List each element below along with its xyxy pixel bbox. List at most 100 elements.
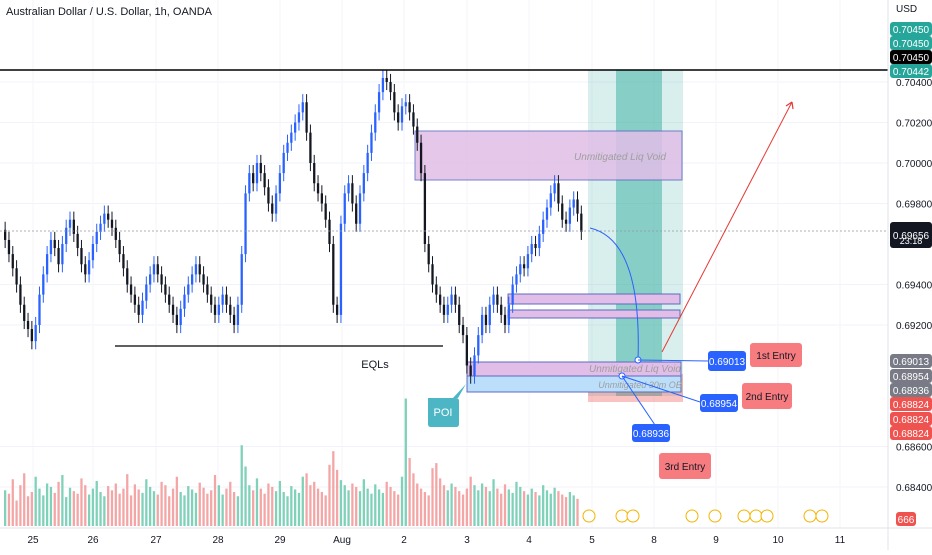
volume-bar bbox=[133, 484, 137, 526]
profit-zone-inner bbox=[616, 70, 662, 396]
volume-bar bbox=[534, 492, 537, 526]
event-icon bbox=[815, 509, 829, 523]
candle-body bbox=[549, 193, 552, 208]
candle-body bbox=[194, 264, 198, 275]
candle-body bbox=[568, 207, 572, 224]
volume-bar bbox=[347, 490, 350, 526]
x-tick-label: 4 bbox=[526, 535, 532, 546]
candle-body bbox=[377, 92, 381, 113]
candle-body bbox=[171, 304, 175, 315]
event-icon bbox=[803, 509, 817, 523]
volume-bar bbox=[217, 485, 220, 526]
volume-bar bbox=[339, 480, 343, 526]
candle-body bbox=[294, 122, 297, 133]
candle-body bbox=[175, 314, 178, 325]
volume-bar bbox=[23, 473, 26, 526]
volume-bar bbox=[484, 486, 488, 526]
price-label-top-bg bbox=[890, 22, 932, 36]
volume-bar bbox=[488, 491, 491, 526]
volume-bar bbox=[332, 451, 335, 526]
volume-bar bbox=[370, 493, 373, 526]
candle-body bbox=[347, 183, 350, 194]
volume-bar bbox=[57, 481, 60, 526]
candle-body bbox=[149, 274, 152, 285]
volume-bar bbox=[87, 494, 91, 526]
liq-void-box-top bbox=[414, 130, 683, 181]
candle-body bbox=[301, 102, 304, 113]
candle-body bbox=[416, 126, 419, 143]
candle-body bbox=[576, 199, 579, 214]
volume-bar bbox=[358, 491, 362, 526]
volume-bar bbox=[95, 480, 98, 526]
candle-body bbox=[4, 229, 7, 240]
volume-bar bbox=[149, 486, 152, 526]
candle-body bbox=[248, 173, 251, 194]
countdown-label: 23:18 bbox=[900, 236, 923, 246]
candle-body bbox=[229, 304, 232, 315]
volume-bar bbox=[34, 476, 37, 526]
candle-body bbox=[95, 231, 98, 244]
volume-bar bbox=[442, 485, 446, 526]
candle-body bbox=[68, 219, 72, 228]
volume-bar bbox=[7, 493, 11, 526]
volume-bar bbox=[11, 479, 14, 526]
volume-bar bbox=[328, 464, 331, 526]
volume-bar bbox=[255, 478, 259, 526]
candle-body bbox=[271, 203, 274, 214]
candle-body bbox=[446, 304, 449, 315]
candle-body bbox=[107, 213, 110, 220]
volume-bar bbox=[42, 495, 45, 526]
volume-bar bbox=[84, 485, 87, 526]
volume-bar bbox=[15, 500, 18, 526]
volume-bar bbox=[103, 496, 106, 526]
candle-body bbox=[461, 325, 465, 336]
price-label-stop: 0.68824 bbox=[893, 429, 930, 440]
candle-body bbox=[580, 213, 583, 232]
volume-bar bbox=[480, 483, 484, 526]
candle-body bbox=[49, 239, 53, 255]
candle-body bbox=[7, 239, 11, 255]
entry-label-1-bg bbox=[750, 343, 802, 367]
candle-body bbox=[503, 314, 507, 325]
connector-1 bbox=[637, 359, 709, 362]
candle-body bbox=[168, 294, 171, 305]
candle-body bbox=[26, 320, 30, 330]
candle-body bbox=[267, 187, 270, 204]
candle-body bbox=[381, 77, 385, 93]
trade-zones bbox=[414, 70, 683, 402]
candle-body bbox=[519, 264, 522, 275]
candle-body bbox=[335, 304, 339, 315]
volume-bar bbox=[68, 487, 72, 526]
y-tick-label: 0.70400 bbox=[896, 78, 932, 89]
x-tick-label: 25 bbox=[27, 535, 39, 546]
candle-body bbox=[427, 244, 430, 265]
x-tick-label: 26 bbox=[87, 535, 99, 546]
candle-body bbox=[45, 254, 49, 275]
candle-body bbox=[217, 304, 220, 315]
volume-bar bbox=[389, 486, 392, 526]
entry-arc bbox=[589, 227, 639, 361]
volume-bar bbox=[198, 482, 201, 526]
volume-bar bbox=[477, 490, 480, 526]
volume-bar bbox=[91, 488, 95, 526]
candle-body bbox=[305, 102, 308, 133]
level-label-1: 0.69013 bbox=[709, 357, 746, 368]
volume-bar bbox=[114, 483, 117, 526]
candle-body bbox=[19, 284, 22, 305]
entry-label-3-bg bbox=[659, 453, 711, 479]
y-tick-label: 0.70200 bbox=[896, 119, 932, 130]
candle-body bbox=[397, 112, 400, 123]
volume-bar bbox=[519, 486, 522, 526]
candle-body bbox=[110, 219, 114, 228]
candle-body bbox=[15, 268, 18, 285]
volume-bar bbox=[160, 481, 163, 526]
candle-body bbox=[343, 193, 346, 224]
candle-body bbox=[374, 112, 377, 133]
candle-body bbox=[156, 264, 159, 275]
poi-badge-bg bbox=[428, 384, 466, 427]
candle-body bbox=[332, 244, 335, 305]
candle-body bbox=[114, 227, 117, 240]
candle-body bbox=[309, 132, 312, 163]
